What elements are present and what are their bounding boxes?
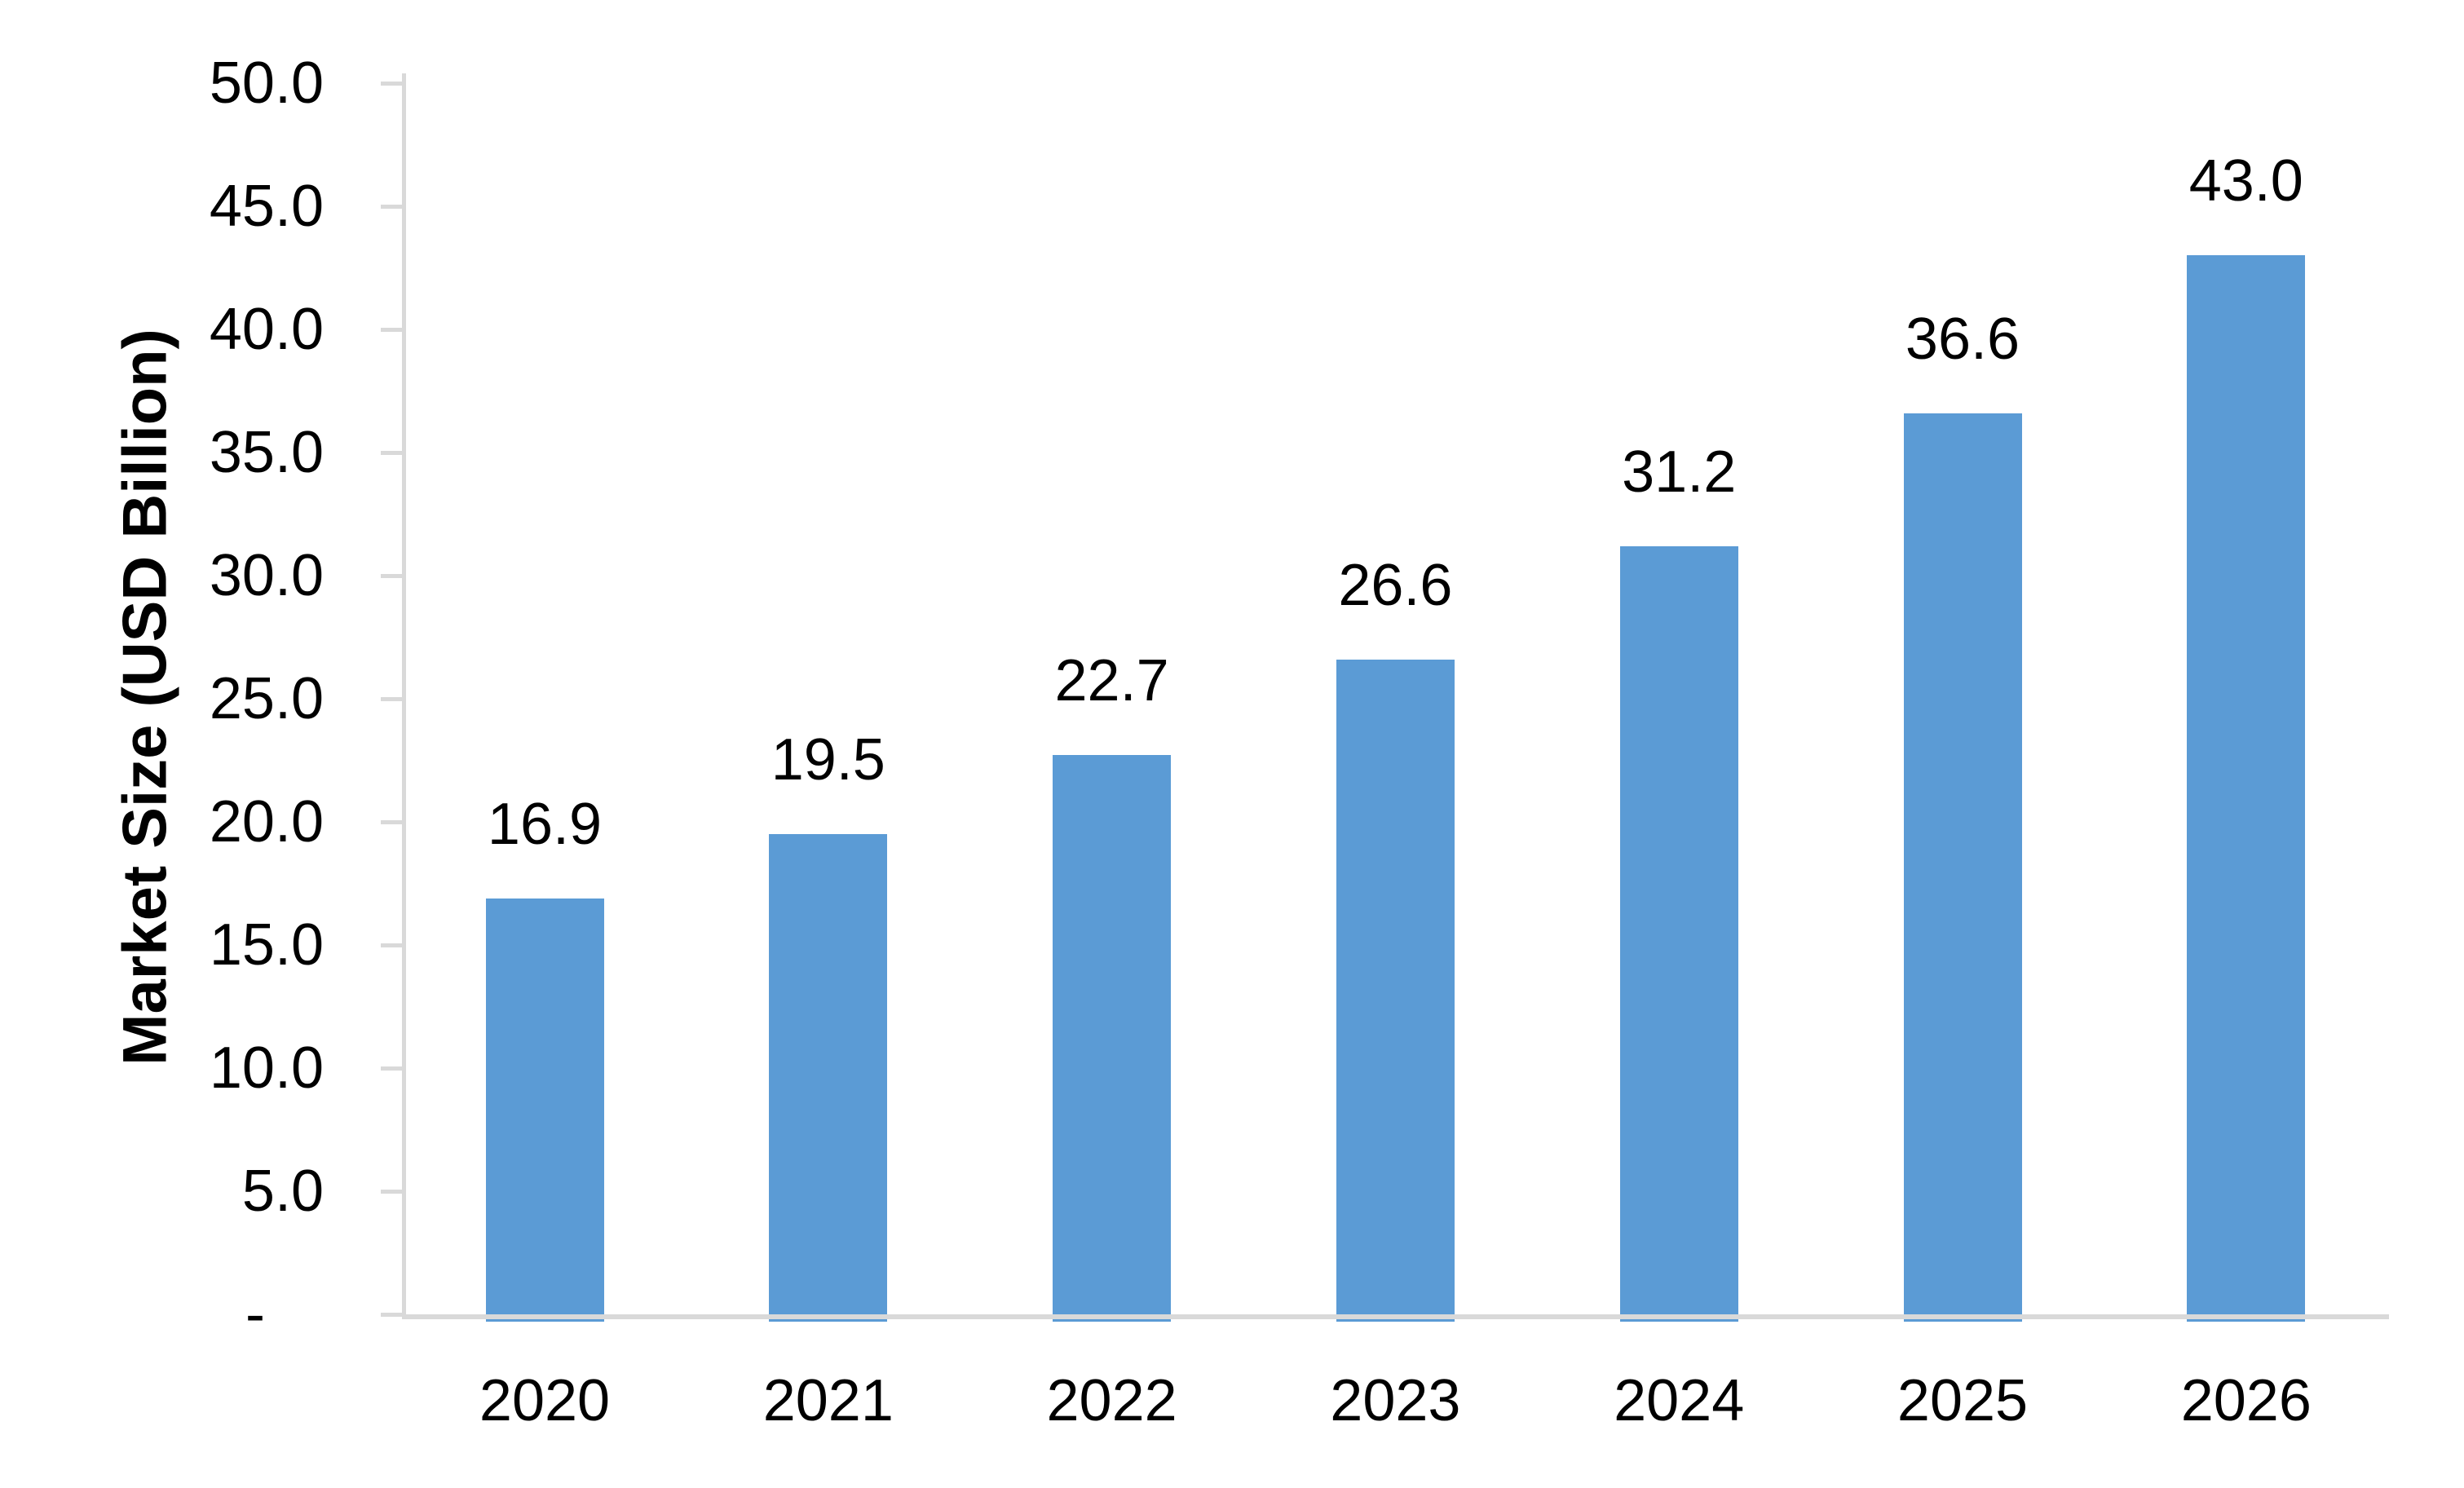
- y-tick-label: 45.0: [209, 174, 324, 239]
- bar: [1336, 659, 1455, 1322]
- x-tick-label: 2021: [762, 1368, 894, 1433]
- y-tick-label: 25.0: [209, 666, 324, 731]
- bar-value-label: 31.2: [1622, 439, 1737, 505]
- x-tick-label: 2022: [1046, 1368, 1177, 1433]
- y-tick-mark: [381, 1190, 402, 1194]
- x-tick-label: 2026: [2180, 1368, 2312, 1433]
- y-tick-mark: [381, 697, 402, 701]
- y-tick-mark: [381, 328, 402, 332]
- y-tick-label: 40.0: [209, 297, 324, 362]
- bar: [2187, 255, 2306, 1322]
- y-tick-label: -: [245, 1282, 265, 1347]
- y-tick-label: 30.0: [209, 543, 324, 608]
- y-tick-label: 10.0: [209, 1035, 324, 1101]
- y-tick-label: 15.0: [209, 912, 324, 978]
- bar: [769, 834, 888, 1322]
- x-tick-label: 2025: [1897, 1368, 2029, 1433]
- y-tick-mark: [381, 1313, 402, 1317]
- y-tick-label: 35.0: [209, 420, 324, 485]
- y-tick-mark: [381, 943, 402, 947]
- y-tick-label: 5.0: [241, 1159, 324, 1224]
- x-axis-line: [402, 1314, 2389, 1319]
- y-tick-label: 20.0: [209, 789, 324, 854]
- bar: [1619, 545, 1738, 1322]
- x-tick-label: 2023: [1330, 1368, 1461, 1433]
- bar-value-label: 16.9: [487, 791, 603, 857]
- x-tick-label: 2024: [1614, 1368, 1745, 1433]
- bar-value-label: 26.6: [1338, 552, 1453, 618]
- bar: [1903, 413, 2022, 1322]
- y-tick-mark: [381, 82, 402, 86]
- y-tick-mark: [381, 574, 402, 578]
- y-tick-label: 50.0: [209, 51, 324, 116]
- bar-value-label: 36.6: [1905, 306, 2020, 372]
- bar: [1053, 755, 1172, 1322]
- x-tick-label: 2020: [479, 1368, 611, 1433]
- y-tick-mark: [381, 205, 402, 209]
- bar-value-label: 43.0: [2188, 148, 2303, 214]
- bar-value-label: 19.5: [771, 727, 885, 793]
- y-tick-mark: [381, 451, 402, 455]
- y-axis-line: [402, 73, 406, 1319]
- y-tick-mark: [381, 820, 402, 824]
- bar: [485, 898, 604, 1322]
- y-tick-mark: [381, 1066, 402, 1071]
- bar-value-label: 22.7: [1054, 648, 1169, 714]
